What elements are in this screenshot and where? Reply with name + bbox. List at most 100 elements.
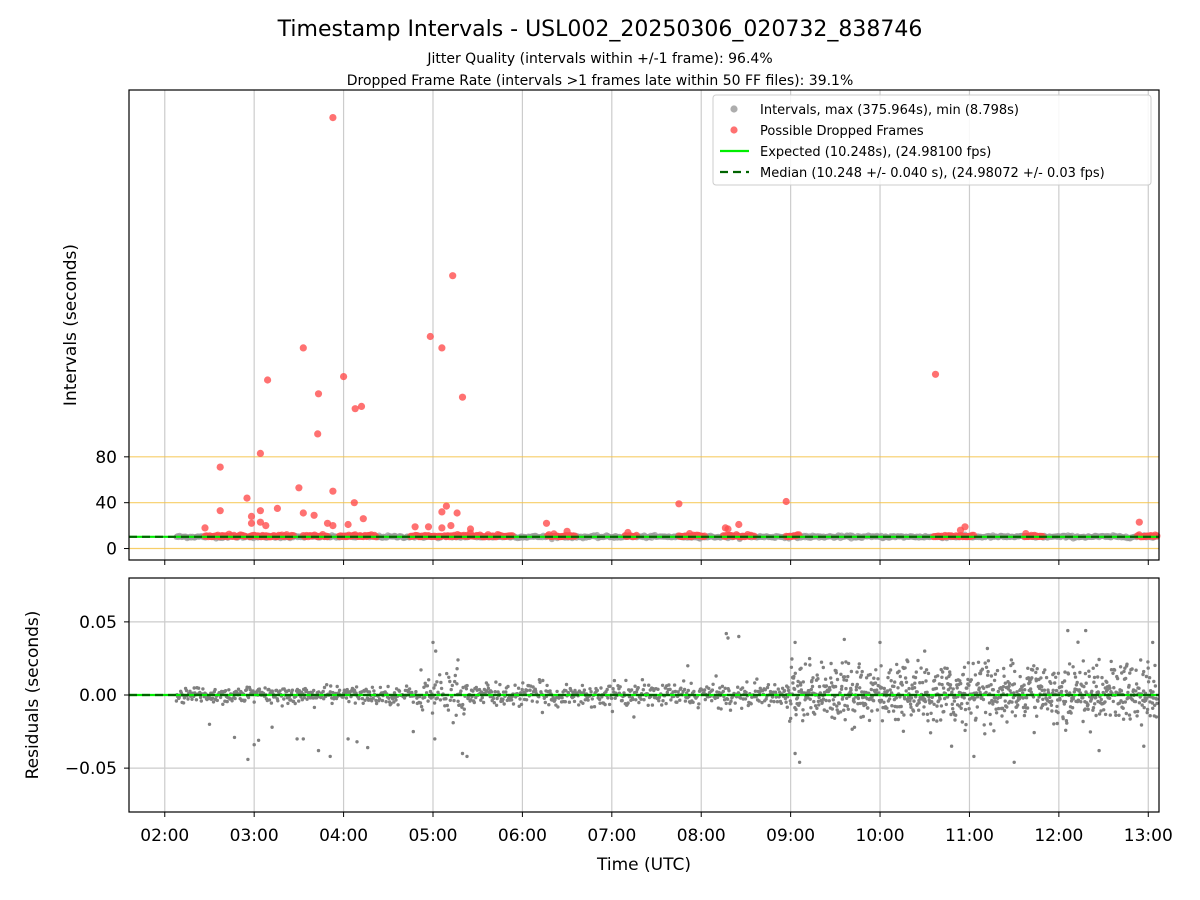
residual-point bbox=[1150, 701, 1155, 705]
residual-point bbox=[989, 683, 993, 687]
residual-point bbox=[903, 666, 907, 670]
dropped-frame-point bbox=[216, 463, 224, 471]
residual-point bbox=[899, 704, 903, 709]
residual-point bbox=[1066, 672, 1071, 676]
dropped-frame-point bbox=[310, 511, 318, 519]
residual-point bbox=[817, 703, 821, 707]
dropped-frame-point bbox=[686, 530, 694, 538]
residual-point bbox=[498, 682, 502, 687]
residual-point bbox=[521, 681, 525, 685]
residual-point bbox=[504, 690, 508, 694]
residual-point bbox=[481, 700, 486, 705]
residual-point bbox=[1000, 706, 1005, 710]
residual-point bbox=[926, 671, 931, 676]
residual-point bbox=[966, 661, 971, 665]
residual-point bbox=[1124, 676, 1128, 681]
residual-point bbox=[295, 737, 299, 741]
residual-point bbox=[1084, 681, 1088, 685]
x-tick-label: 09:00 bbox=[766, 826, 815, 846]
residual-point bbox=[419, 704, 424, 709]
residual-point bbox=[988, 712, 992, 717]
residuals-y-ticks: 0.05 0.00 −0.05 bbox=[65, 613, 129, 779]
residual-point bbox=[1105, 688, 1110, 692]
y-tick-label: 80 bbox=[95, 448, 117, 468]
residual-point bbox=[312, 688, 316, 693]
residual-point bbox=[1151, 640, 1155, 645]
residual-point bbox=[948, 683, 953, 687]
residual-point bbox=[469, 698, 473, 702]
residual-point bbox=[831, 698, 835, 702]
dropped-frame-point bbox=[329, 114, 337, 122]
residual-point bbox=[825, 709, 829, 713]
residual-point bbox=[858, 701, 862, 706]
residual-point bbox=[232, 735, 237, 740]
residual-point bbox=[921, 712, 926, 716]
residual-point bbox=[969, 678, 973, 682]
residual-point bbox=[952, 699, 957, 703]
residual-point bbox=[305, 697, 309, 701]
residual-point bbox=[252, 700, 256, 704]
residual-point bbox=[782, 689, 787, 693]
residual-point bbox=[1117, 691, 1122, 695]
residual-point bbox=[1086, 707, 1090, 711]
residual-point bbox=[270, 689, 274, 693]
residual-point bbox=[773, 683, 777, 687]
residual-point bbox=[942, 709, 946, 714]
residual-point bbox=[891, 709, 896, 713]
residual-point bbox=[511, 702, 516, 706]
dropped-frame-point bbox=[442, 502, 450, 510]
residual-point bbox=[892, 684, 896, 689]
residual-point bbox=[1079, 700, 1083, 704]
residual-point bbox=[849, 688, 853, 692]
residual-point bbox=[923, 649, 927, 653]
residual-point bbox=[433, 737, 437, 741]
residual-point bbox=[822, 708, 826, 712]
residual-point bbox=[502, 702, 506, 706]
residual-point bbox=[624, 678, 628, 683]
residual-point bbox=[595, 688, 599, 693]
residual-point bbox=[1013, 669, 1017, 674]
residual-point bbox=[817, 684, 822, 689]
residual-point bbox=[1144, 674, 1149, 679]
residual-point bbox=[844, 678, 849, 682]
residual-point bbox=[1115, 676, 1120, 681]
residual-point bbox=[282, 697, 286, 701]
dropped-frame-point bbox=[453, 509, 461, 517]
residual-point bbox=[541, 678, 545, 683]
residual-point bbox=[1118, 665, 1123, 669]
residual-point bbox=[207, 722, 212, 726]
residual-point bbox=[1063, 670, 1067, 674]
residual-point bbox=[1072, 690, 1077, 694]
residual-point bbox=[815, 706, 819, 710]
residual-point bbox=[1127, 713, 1132, 717]
residual-point bbox=[1153, 663, 1157, 668]
residual-point bbox=[1139, 658, 1143, 662]
residual-point bbox=[811, 676, 815, 680]
residual-point bbox=[1035, 714, 1039, 718]
residual-point bbox=[838, 710, 843, 714]
residual-point bbox=[667, 683, 671, 687]
residual-point bbox=[1097, 748, 1101, 753]
dropped-frame-point bbox=[350, 499, 358, 507]
residual-point bbox=[676, 690, 680, 694]
residual-point bbox=[322, 697, 326, 701]
residual-point bbox=[808, 697, 812, 701]
residual-point bbox=[534, 689, 538, 693]
residual-point bbox=[916, 658, 920, 663]
residual-point bbox=[893, 717, 898, 722]
residual-point bbox=[1022, 688, 1027, 692]
residual-point bbox=[817, 695, 821, 700]
residual-point bbox=[856, 696, 861, 701]
residual-point bbox=[564, 682, 569, 687]
residual-point bbox=[1083, 671, 1088, 676]
dropped-frame-point bbox=[466, 525, 475, 533]
x-tick-label: 06:00 bbox=[498, 826, 547, 846]
residual-point bbox=[888, 688, 892, 692]
residual-point bbox=[801, 719, 805, 723]
x-tick-label: 10:00 bbox=[856, 826, 905, 846]
residual-point bbox=[789, 702, 793, 706]
residual-point bbox=[392, 691, 397, 695]
residual-point bbox=[927, 695, 931, 699]
residual-point bbox=[799, 666, 803, 670]
